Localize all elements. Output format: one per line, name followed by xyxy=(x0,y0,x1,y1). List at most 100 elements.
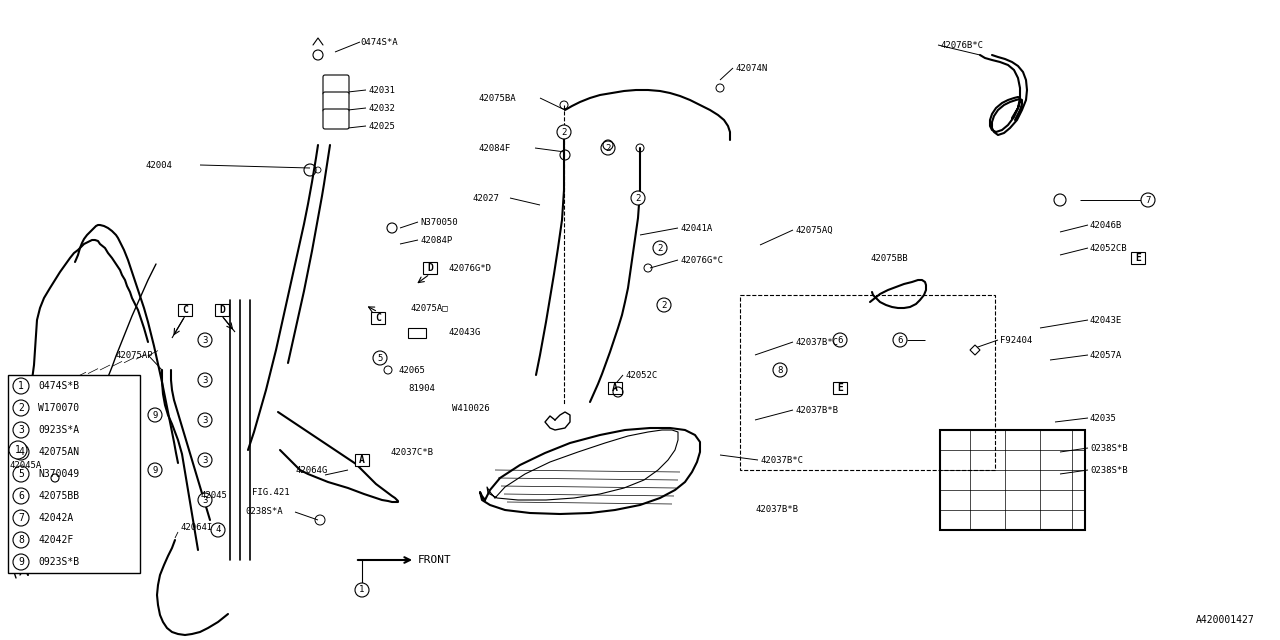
Bar xyxy=(178,304,192,316)
Circle shape xyxy=(602,141,614,155)
Text: 42045A: 42045A xyxy=(10,461,42,470)
Polygon shape xyxy=(970,345,980,355)
Text: 9: 9 xyxy=(152,410,157,419)
Circle shape xyxy=(13,554,29,570)
Text: 2: 2 xyxy=(18,403,24,413)
Text: 42046B: 42046B xyxy=(1091,221,1123,230)
Text: 42037B*C: 42037B*C xyxy=(795,337,838,346)
Bar xyxy=(215,304,229,316)
Circle shape xyxy=(148,463,163,477)
Circle shape xyxy=(657,298,671,312)
Bar xyxy=(833,382,847,394)
Circle shape xyxy=(198,373,212,387)
Text: 4: 4 xyxy=(215,525,220,534)
Text: 42075AQ: 42075AQ xyxy=(795,225,832,234)
FancyBboxPatch shape xyxy=(408,328,426,338)
Circle shape xyxy=(13,422,29,438)
Circle shape xyxy=(13,532,29,548)
Text: 42064I: 42064I xyxy=(180,524,212,532)
Text: 3: 3 xyxy=(202,456,207,465)
Text: 42042A: 42042A xyxy=(38,513,73,523)
Text: 42076G*D: 42076G*D xyxy=(448,264,492,273)
Text: 42043E: 42043E xyxy=(1091,316,1123,324)
Text: 42052CB: 42052CB xyxy=(1091,243,1128,253)
Text: 6: 6 xyxy=(18,491,24,501)
Text: 9: 9 xyxy=(18,557,24,567)
Text: 42064G: 42064G xyxy=(294,465,328,474)
Text: 42045: 42045 xyxy=(200,490,227,499)
Bar xyxy=(422,262,436,274)
Text: 1: 1 xyxy=(360,586,365,595)
Text: 0238S*B: 0238S*B xyxy=(1091,444,1128,452)
Circle shape xyxy=(211,523,225,537)
Text: 8: 8 xyxy=(777,365,782,374)
Text: 42075A□: 42075A□ xyxy=(410,303,448,312)
Text: N370050: N370050 xyxy=(420,218,458,227)
Text: 3: 3 xyxy=(202,415,207,424)
Circle shape xyxy=(13,488,29,504)
Text: 9: 9 xyxy=(152,465,157,474)
Text: 6: 6 xyxy=(837,335,842,344)
Text: 42031: 42031 xyxy=(369,86,394,95)
Text: FRONT: FRONT xyxy=(419,555,452,565)
Circle shape xyxy=(1140,193,1155,207)
Text: 3: 3 xyxy=(18,425,24,435)
Bar xyxy=(8,375,140,573)
Text: 42035: 42035 xyxy=(1091,413,1117,422)
Bar xyxy=(355,454,369,466)
Text: 3: 3 xyxy=(202,376,207,385)
Text: 0474S*B: 0474S*B xyxy=(38,381,79,391)
Text: 42075BB: 42075BB xyxy=(38,491,79,501)
Text: 42076B*C: 42076B*C xyxy=(940,40,983,49)
Circle shape xyxy=(13,378,29,394)
Text: C: C xyxy=(375,313,381,323)
Text: N370049: N370049 xyxy=(38,469,79,479)
Text: C: C xyxy=(182,305,188,315)
Text: W410026: W410026 xyxy=(452,403,490,413)
Text: 0923S*B: 0923S*B xyxy=(38,557,79,567)
Text: 42084P: 42084P xyxy=(420,236,452,244)
Text: A: A xyxy=(612,383,618,393)
Text: 0474S*A: 0474S*A xyxy=(360,38,398,47)
Circle shape xyxy=(13,510,29,526)
Circle shape xyxy=(372,351,387,365)
Text: 42057A: 42057A xyxy=(1091,351,1123,360)
Text: 42043G: 42043G xyxy=(448,328,480,337)
Bar xyxy=(740,295,995,470)
Text: 42041A: 42041A xyxy=(680,223,712,232)
Text: 1: 1 xyxy=(18,381,24,391)
Circle shape xyxy=(198,453,212,467)
Text: 42075AP: 42075AP xyxy=(115,351,152,360)
Text: 42076G*C: 42076G*C xyxy=(680,255,723,264)
Text: 42075AN: 42075AN xyxy=(38,447,79,457)
Bar xyxy=(1132,252,1146,264)
Circle shape xyxy=(13,400,29,416)
Text: 2: 2 xyxy=(658,243,663,253)
Text: 42037B*C: 42037B*C xyxy=(760,456,803,465)
Text: F92404: F92404 xyxy=(1000,335,1032,344)
Text: 5: 5 xyxy=(378,353,383,362)
Circle shape xyxy=(557,125,571,139)
Circle shape xyxy=(893,333,908,347)
Text: 42065: 42065 xyxy=(398,365,425,374)
Text: 3: 3 xyxy=(202,335,207,344)
Text: 42042F: 42042F xyxy=(38,535,73,545)
Text: 8: 8 xyxy=(18,535,24,545)
FancyBboxPatch shape xyxy=(323,109,349,129)
Text: 42025: 42025 xyxy=(369,122,394,131)
Text: 42027: 42027 xyxy=(472,193,499,202)
Text: D: D xyxy=(219,305,225,315)
Text: 2: 2 xyxy=(635,193,641,202)
Circle shape xyxy=(198,413,212,427)
Text: 2: 2 xyxy=(662,301,667,310)
Text: E: E xyxy=(1135,253,1140,263)
Text: 42037B*B: 42037B*B xyxy=(755,506,797,515)
Circle shape xyxy=(833,333,847,347)
Text: 7: 7 xyxy=(18,513,24,523)
Text: 0923S*A: 0923S*A xyxy=(38,425,79,435)
Text: 42004: 42004 xyxy=(145,161,172,170)
Text: 42084F: 42084F xyxy=(477,143,511,152)
FancyBboxPatch shape xyxy=(323,75,349,95)
Text: 42052C: 42052C xyxy=(625,371,657,380)
Bar xyxy=(371,312,385,324)
